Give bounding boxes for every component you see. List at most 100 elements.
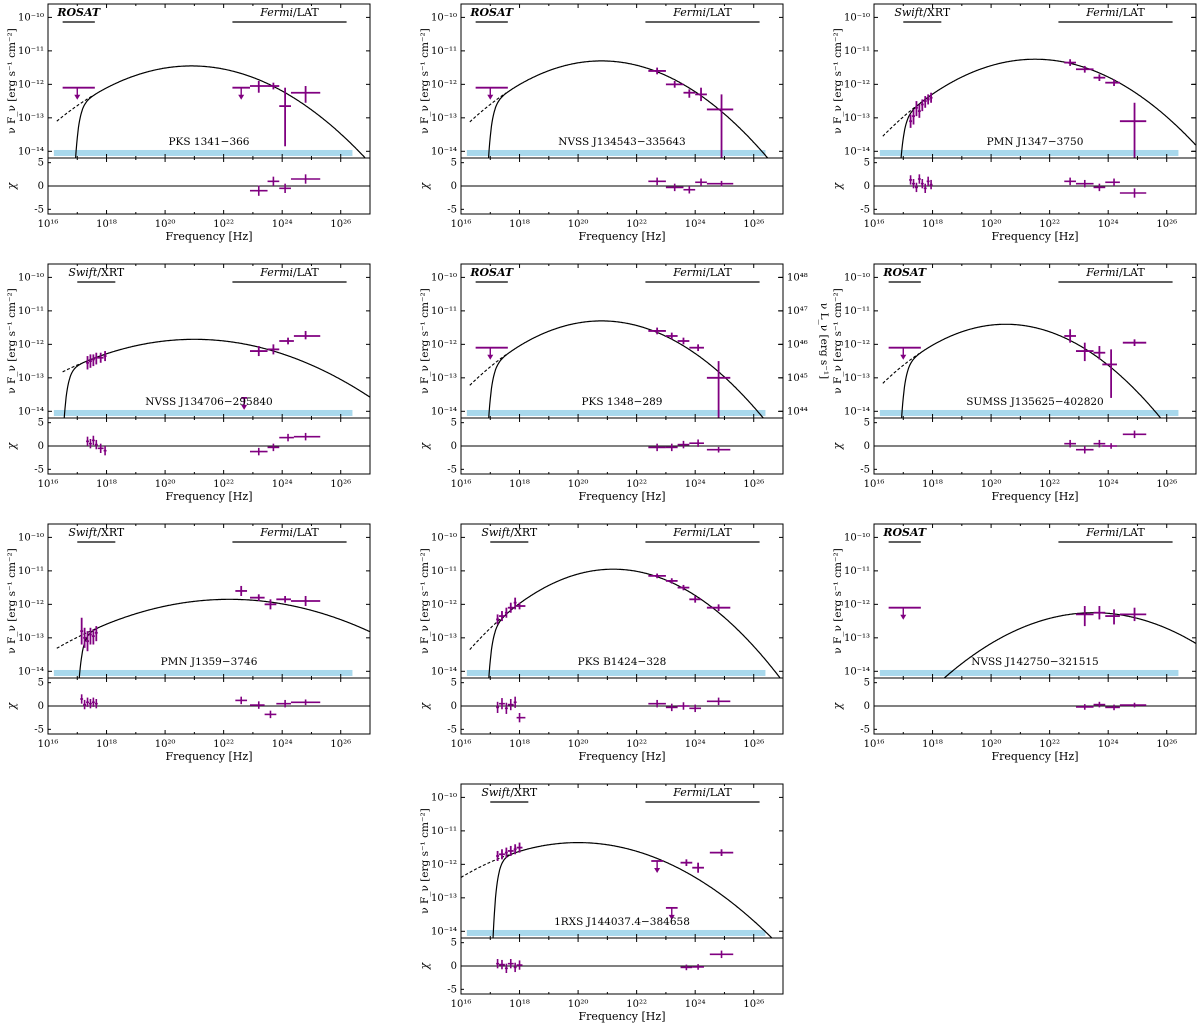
y-tick-label: 10⁻¹¹ bbox=[18, 46, 44, 57]
residual-tick-label: -5 bbox=[34, 204, 44, 215]
y-tick-label: 10⁻¹³ bbox=[431, 373, 457, 384]
residual-point bbox=[917, 174, 921, 184]
upper-limit-point bbox=[232, 86, 250, 100]
residual-point bbox=[290, 699, 321, 706]
residual-point bbox=[689, 439, 704, 447]
residual-point bbox=[1105, 704, 1120, 711]
x-axis-label: Frequency [Hz] bbox=[992, 750, 1079, 763]
x-axis-label: Frequency [Hz] bbox=[579, 1010, 666, 1023]
x-tick-label: 10¹⁸ bbox=[509, 219, 530, 230]
residual-point bbox=[1105, 178, 1120, 186]
flux-point bbox=[249, 594, 265, 601]
y-tick-label: 10⁻¹¹ bbox=[431, 566, 457, 577]
flux-point bbox=[97, 352, 104, 363]
flux-point bbox=[513, 597, 517, 610]
x-tick-label: 10²⁶ bbox=[743, 219, 764, 230]
y-tick-label: 10⁻¹² bbox=[844, 79, 870, 90]
flux-point bbox=[929, 92, 933, 103]
flux-point bbox=[689, 595, 702, 603]
x-tick-label: 10²⁰ bbox=[981, 479, 1002, 490]
x-tick-label: 10¹⁸ bbox=[509, 479, 530, 490]
flux-point bbox=[695, 87, 707, 102]
flux-point bbox=[80, 617, 84, 645]
flux-point bbox=[683, 89, 696, 98]
flux-point bbox=[91, 629, 95, 645]
residual-point bbox=[1075, 179, 1094, 188]
x-tick-label: 10¹⁶ bbox=[864, 479, 885, 490]
residual-point bbox=[912, 179, 915, 189]
residual-point bbox=[499, 959, 505, 970]
residual-point bbox=[680, 964, 693, 971]
gamma-instrument-label: Fermi/LAT bbox=[259, 266, 319, 279]
residual-tick-label: 5 bbox=[451, 938, 457, 949]
sed-panel: 10¹⁶ 10¹⁸ 10²⁰ 10²² 10²⁴ 10²⁶ 10⁻¹⁴ 10⁻¹³ 10⁻¹² 1… bbox=[5, 523, 371, 763]
flux-point bbox=[1119, 607, 1147, 622]
residual-point bbox=[279, 183, 291, 193]
residual-point bbox=[1119, 702, 1147, 708]
residual-tick-label: 0 bbox=[451, 441, 457, 452]
residual-tick-label: 0 bbox=[864, 701, 870, 712]
y-tick-label: 10⁻¹³ bbox=[431, 893, 457, 904]
sed-frame bbox=[47, 523, 371, 679]
residual-axis-label: χ bbox=[5, 701, 18, 710]
sensitivity-band bbox=[53, 409, 353, 416]
residual-tick-label: 5 bbox=[864, 418, 870, 429]
y-axis-label: ν F_ν [erg s⁻¹ cm⁻²] bbox=[419, 288, 431, 394]
x-tick-label: 10²² bbox=[626, 219, 647, 230]
residual-tick-label: 0 bbox=[864, 441, 870, 452]
sensitivity-band bbox=[466, 149, 766, 156]
residual-point bbox=[496, 959, 500, 969]
residual-tick-label: 5 bbox=[451, 418, 457, 429]
residual-point bbox=[695, 178, 707, 186]
flux-point bbox=[507, 602, 514, 613]
flux-point bbox=[665, 332, 678, 340]
flux-point bbox=[516, 842, 523, 853]
flux-point bbox=[496, 614, 500, 625]
x-tick-label: 10¹⁶ bbox=[864, 739, 885, 750]
source-name: 1RXS J144037.4−384658 bbox=[554, 916, 690, 928]
y-axis-label: ν F_ν [erg s⁻¹ cm⁻²] bbox=[832, 28, 844, 134]
y-axis-label: ν F_ν [erg s⁻¹ cm⁻²] bbox=[6, 288, 18, 394]
x-tick-label: 10²² bbox=[1039, 739, 1060, 750]
upper-limit-point bbox=[888, 606, 921, 620]
residual-tick-label: 0 bbox=[38, 701, 44, 712]
x-tick-label: 10²² bbox=[1039, 479, 1060, 490]
y-tick-label: 10⁻¹² bbox=[431, 79, 457, 90]
y-tick-label: 10⁻¹⁴ bbox=[431, 926, 457, 937]
source-name: NVSS J134706−295840 bbox=[145, 396, 272, 408]
residual-point bbox=[507, 959, 514, 969]
xray-instrument-label: ROSAT bbox=[882, 526, 927, 539]
unabsorbed-model-curve bbox=[62, 362, 82, 373]
flux-point bbox=[1093, 74, 1106, 81]
sensitivity-band bbox=[879, 409, 1179, 416]
residual-point bbox=[267, 176, 280, 186]
sensitivity-band bbox=[879, 669, 1179, 676]
residual-axis-label: χ bbox=[418, 701, 431, 710]
flux-point bbox=[499, 849, 505, 860]
residual-point bbox=[1122, 430, 1147, 439]
upper-limit-point bbox=[888, 346, 921, 360]
residual-point bbox=[249, 185, 268, 196]
x-axis-label: Frequency [Hz] bbox=[579, 230, 666, 243]
residual-tick-label: -5 bbox=[447, 724, 457, 735]
sed-frame bbox=[47, 263, 371, 419]
y-tick-label: 10⁻¹² bbox=[18, 339, 44, 350]
x-axis-label: Frequency [Hz] bbox=[992, 490, 1079, 503]
x-tick-label: 10²² bbox=[213, 739, 234, 750]
sed-frame bbox=[47, 3, 371, 159]
x-tick-label: 10²⁰ bbox=[568, 219, 589, 230]
flux-point bbox=[1093, 346, 1106, 360]
flux-point bbox=[689, 344, 704, 352]
residual-axis-label: χ bbox=[418, 181, 431, 190]
x-tick-label: 10²⁴ bbox=[1098, 739, 1119, 750]
y-tick-label: 10⁻¹³ bbox=[18, 373, 44, 384]
model-curve bbox=[901, 323, 1162, 418]
x-tick-label: 10²⁰ bbox=[568, 999, 589, 1010]
flux-point bbox=[86, 356, 89, 370]
residual-point bbox=[94, 439, 98, 450]
flux-point bbox=[279, 87, 291, 147]
residual-point bbox=[235, 696, 248, 705]
flux-point bbox=[94, 626, 98, 642]
residual-point bbox=[103, 446, 107, 456]
residual-tick-label: 0 bbox=[451, 181, 457, 192]
